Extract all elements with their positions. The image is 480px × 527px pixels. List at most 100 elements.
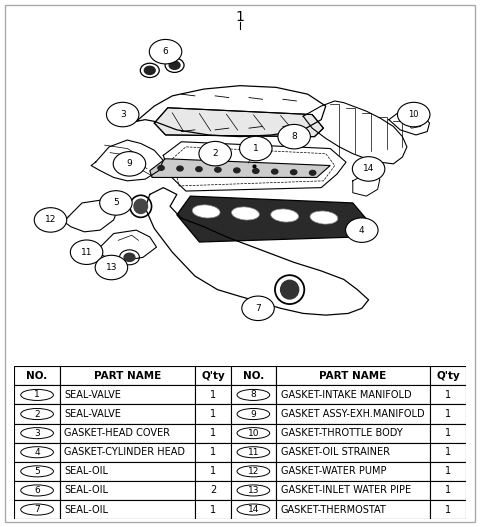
Text: 1: 1 [445, 485, 451, 495]
Ellipse shape [281, 280, 299, 299]
Circle shape [237, 504, 270, 515]
Text: NO.: NO. [26, 371, 48, 381]
Polygon shape [154, 108, 324, 136]
Ellipse shape [310, 211, 338, 224]
Text: GASKET-OIL STRAINER: GASKET-OIL STRAINER [280, 447, 390, 457]
Circle shape [21, 447, 53, 458]
Ellipse shape [192, 205, 220, 218]
FancyBboxPatch shape [231, 424, 276, 443]
FancyBboxPatch shape [14, 366, 60, 385]
Text: GASKET-THERMOSTAT: GASKET-THERMOSTAT [280, 504, 386, 514]
Text: SEAL-VALVE: SEAL-VALVE [64, 390, 121, 400]
Text: GASKET-WATER PUMP: GASKET-WATER PUMP [280, 466, 386, 476]
Circle shape [252, 169, 259, 173]
Circle shape [397, 102, 430, 127]
FancyBboxPatch shape [14, 385, 60, 405]
FancyBboxPatch shape [430, 424, 466, 443]
Text: GASKET-HEAD COVER: GASKET-HEAD COVER [64, 428, 170, 438]
Text: GASKET-CYLINDER HEAD: GASKET-CYLINDER HEAD [64, 447, 185, 457]
FancyBboxPatch shape [60, 424, 195, 443]
Circle shape [352, 157, 385, 181]
Text: Q'ty: Q'ty [436, 371, 460, 381]
Circle shape [21, 466, 53, 477]
FancyBboxPatch shape [430, 405, 466, 424]
Text: 7: 7 [255, 304, 261, 313]
Polygon shape [177, 196, 369, 242]
Text: SEAL-OIL: SEAL-OIL [64, 504, 108, 514]
FancyBboxPatch shape [14, 405, 60, 424]
Circle shape [237, 427, 270, 438]
Text: 11: 11 [248, 448, 259, 457]
FancyBboxPatch shape [195, 385, 231, 405]
Ellipse shape [231, 207, 259, 220]
Text: 1: 1 [445, 390, 451, 400]
Circle shape [21, 408, 53, 419]
FancyBboxPatch shape [430, 385, 466, 405]
FancyBboxPatch shape [276, 366, 430, 385]
FancyBboxPatch shape [231, 443, 276, 462]
FancyBboxPatch shape [231, 385, 276, 405]
FancyBboxPatch shape [276, 500, 430, 519]
Circle shape [95, 255, 128, 280]
FancyBboxPatch shape [14, 462, 60, 481]
Text: 6: 6 [163, 47, 168, 56]
Text: 5: 5 [113, 199, 119, 208]
Text: NO.: NO. [243, 371, 264, 381]
FancyBboxPatch shape [5, 5, 475, 522]
Circle shape [290, 170, 297, 174]
FancyBboxPatch shape [276, 385, 430, 405]
Text: 1: 1 [445, 504, 451, 514]
Text: Q'ty: Q'ty [201, 371, 225, 381]
Text: 11: 11 [81, 248, 92, 257]
FancyBboxPatch shape [195, 500, 231, 519]
Text: 2: 2 [34, 409, 40, 418]
FancyBboxPatch shape [231, 366, 276, 385]
Text: 1: 1 [210, 390, 216, 400]
Text: GASKET-THROTTLE BODY: GASKET-THROTTLE BODY [280, 428, 402, 438]
Text: 8: 8 [291, 132, 297, 141]
Text: 1: 1 [445, 428, 451, 438]
Circle shape [346, 218, 378, 242]
FancyBboxPatch shape [430, 500, 466, 519]
FancyBboxPatch shape [231, 500, 276, 519]
FancyBboxPatch shape [276, 424, 430, 443]
Text: 10: 10 [248, 428, 259, 437]
FancyBboxPatch shape [276, 481, 430, 500]
FancyBboxPatch shape [60, 481, 195, 500]
Text: 1: 1 [210, 504, 216, 514]
Text: 1: 1 [34, 391, 40, 399]
Circle shape [196, 167, 202, 171]
FancyBboxPatch shape [14, 443, 60, 462]
Circle shape [100, 191, 132, 215]
Circle shape [21, 427, 53, 438]
Circle shape [237, 408, 270, 419]
Text: 1: 1 [236, 10, 244, 24]
Text: SEAL-VALVE: SEAL-VALVE [64, 409, 121, 419]
FancyBboxPatch shape [60, 500, 195, 519]
Circle shape [149, 40, 182, 64]
FancyBboxPatch shape [231, 405, 276, 424]
Text: 6: 6 [34, 486, 40, 495]
Text: 1: 1 [210, 409, 216, 419]
Circle shape [237, 485, 270, 496]
FancyBboxPatch shape [231, 462, 276, 481]
Text: 14: 14 [248, 505, 259, 514]
Text: 4: 4 [34, 448, 40, 457]
Text: 13: 13 [248, 486, 259, 495]
Circle shape [158, 165, 164, 170]
Text: 2: 2 [210, 485, 216, 495]
Text: 8: 8 [251, 391, 256, 399]
Text: 3: 3 [120, 110, 126, 119]
FancyBboxPatch shape [195, 424, 231, 443]
Ellipse shape [134, 199, 147, 213]
Text: SEAL-OIL: SEAL-OIL [64, 485, 108, 495]
Circle shape [272, 169, 278, 174]
Text: PART NAME: PART NAME [320, 371, 387, 381]
Text: 4: 4 [359, 226, 365, 235]
Text: 1: 1 [445, 447, 451, 457]
Circle shape [242, 296, 274, 320]
FancyBboxPatch shape [276, 462, 430, 481]
Circle shape [234, 168, 240, 173]
Text: 12: 12 [248, 467, 259, 476]
FancyBboxPatch shape [276, 443, 430, 462]
